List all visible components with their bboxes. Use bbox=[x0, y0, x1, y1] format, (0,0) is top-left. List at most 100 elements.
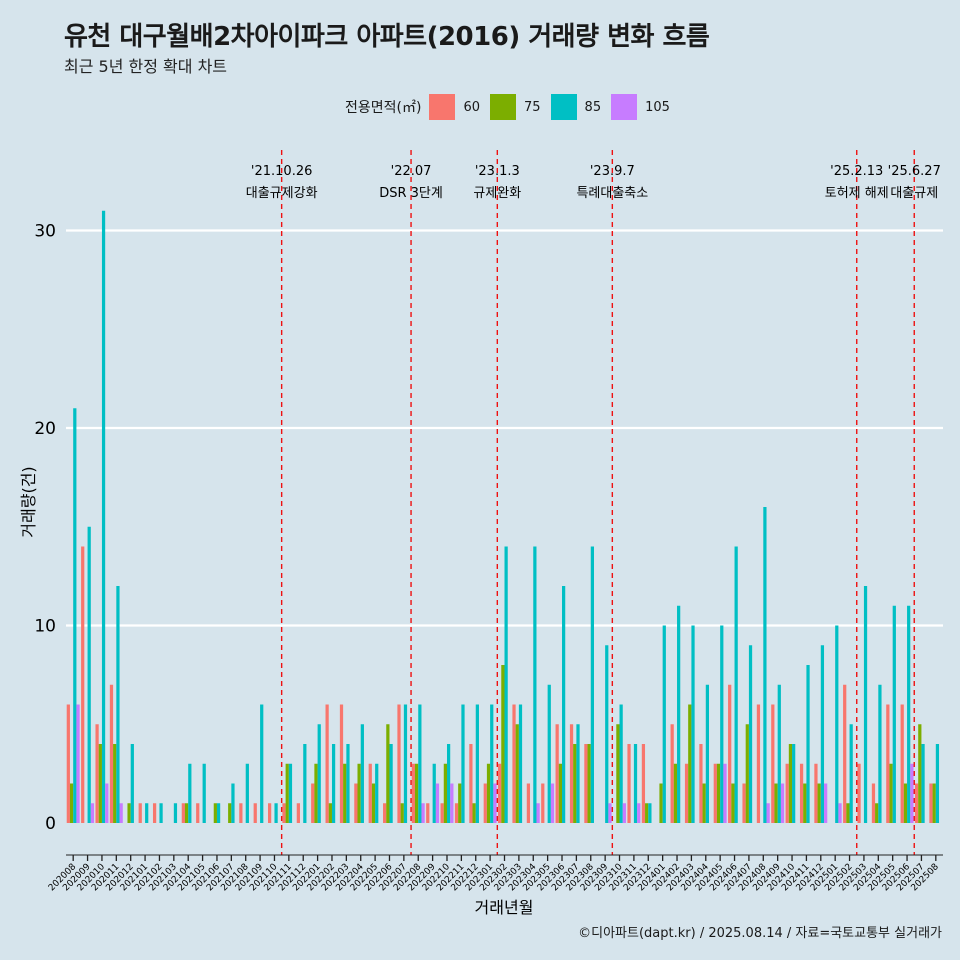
event-label-5: 대출규제 bbox=[890, 186, 938, 201]
legend-label-85: 85 bbox=[584, 99, 602, 115]
bar-75-202012 bbox=[127, 803, 131, 823]
event-date-4: '25.2.13 bbox=[830, 164, 883, 179]
bar-60-202311 bbox=[627, 744, 631, 823]
legend-swatch-105 bbox=[611, 94, 638, 120]
bar-75-202206 bbox=[386, 724, 390, 823]
bar-105-202008 bbox=[76, 704, 80, 823]
bar-60-202105 bbox=[196, 803, 200, 823]
bar-60-202112 bbox=[296, 803, 300, 823]
bar-85-202202 bbox=[331, 744, 336, 823]
bar-60-202202 bbox=[325, 704, 329, 823]
bar-75-202406 bbox=[731, 783, 735, 823]
bar-85-202502 bbox=[849, 724, 853, 823]
legend-label-105: 105 bbox=[645, 99, 670, 115]
bar-60-202312 bbox=[641, 744, 646, 823]
bar-75-202106 bbox=[213, 803, 217, 823]
bar-60-202407 bbox=[742, 783, 746, 823]
bar-85-202203 bbox=[346, 744, 350, 823]
bar-60-202102 bbox=[152, 803, 157, 823]
bar-85-202205 bbox=[375, 763, 379, 823]
bar-105-202208 bbox=[421, 803, 425, 823]
event-label-3: 특례대출축소 bbox=[576, 186, 648, 201]
bar-60-202201 bbox=[311, 783, 315, 823]
event-date-5: '25.6.27 bbox=[888, 164, 941, 179]
event-label-2: 규제완화 bbox=[473, 186, 521, 201]
bar-85-202407 bbox=[748, 645, 753, 823]
bar-85-202310 bbox=[619, 704, 623, 823]
bar-75-202207 bbox=[400, 803, 404, 823]
bar-60-202307 bbox=[569, 724, 574, 823]
event-date-1: '22.07 bbox=[391, 164, 432, 179]
bar-60-202108 bbox=[239, 803, 243, 823]
bar-85-202401 bbox=[662, 625, 666, 823]
bar-75-202010 bbox=[98, 744, 102, 823]
bar-75-202211 bbox=[458, 783, 462, 823]
bar-85-202307 bbox=[576, 724, 580, 823]
bar-85-202408 bbox=[763, 507, 767, 823]
legend-item-105: 105 bbox=[611, 94, 670, 120]
bar-85-202109 bbox=[260, 704, 264, 823]
bar-75-202412 bbox=[817, 783, 821, 823]
bar-75-202306 bbox=[558, 763, 563, 823]
event-label-0: 대출규제강화 bbox=[246, 186, 318, 201]
bar-75-202210 bbox=[443, 763, 447, 823]
bar-75-202508 bbox=[932, 783, 936, 823]
bar-85-202410 bbox=[792, 744, 796, 823]
bar-85-202312 bbox=[648, 803, 652, 823]
bar-60-202408 bbox=[756, 704, 761, 823]
bar-85-202212 bbox=[475, 704, 479, 823]
bar-60-202204 bbox=[354, 783, 358, 823]
bar-75-202312 bbox=[645, 803, 649, 823]
bar-85-202103 bbox=[173, 803, 178, 823]
bar-60-202008 bbox=[66, 704, 70, 823]
bar-85-202009 bbox=[87, 526, 91, 823]
bar-85-202210 bbox=[446, 744, 451, 823]
legend-swatch-60 bbox=[429, 94, 456, 120]
bar-60-202207 bbox=[397, 704, 401, 823]
bar-75-202506 bbox=[903, 783, 908, 823]
bar-105-202310 bbox=[622, 803, 626, 823]
bar-75-202203 bbox=[343, 763, 347, 823]
bar-105-202311 bbox=[637, 803, 641, 823]
bar-85-202209 bbox=[432, 763, 436, 823]
bar-105-202412 bbox=[824, 783, 828, 823]
bar-85-202302 bbox=[504, 546, 508, 823]
bar-60-202203 bbox=[339, 704, 344, 823]
bar-60-202211 bbox=[454, 803, 459, 823]
bar-85-202304 bbox=[533, 546, 537, 823]
bar-85-202106 bbox=[216, 803, 221, 823]
bar-60-202507 bbox=[914, 783, 919, 823]
bar-75-202205 bbox=[371, 783, 376, 823]
bar-105-202309 bbox=[608, 803, 612, 823]
bar-85-202110 bbox=[274, 803, 278, 823]
legend-title: 전용면적(㎡) bbox=[345, 100, 422, 116]
bar-85-202505 bbox=[892, 605, 896, 823]
bar-75-202404 bbox=[702, 783, 706, 823]
bar-85-202409 bbox=[777, 684, 781, 823]
bar-85-202311 bbox=[633, 744, 638, 823]
bar-85-202411 bbox=[806, 665, 810, 823]
legend-swatch-75 bbox=[490, 94, 516, 120]
bar-85-202501 bbox=[835, 625, 839, 823]
bar-60-202010 bbox=[95, 724, 99, 823]
bar-60-202301 bbox=[483, 783, 487, 823]
chart-title: 유천 대구월배2차아이파크 아파트(2016) 거래량 변화 흐름 bbox=[64, 22, 710, 52]
bar-85-202206 bbox=[389, 744, 393, 823]
bar-85-202305 bbox=[547, 684, 551, 823]
bar-75-202301 bbox=[486, 763, 491, 823]
bar-60-202502 bbox=[843, 684, 847, 823]
bar-60-202104 bbox=[181, 803, 185, 823]
bar-60-202505 bbox=[886, 704, 890, 823]
bar-60-202411 bbox=[799, 763, 804, 823]
bar-105-202408 bbox=[766, 803, 770, 823]
legend-item-60: 60 bbox=[429, 94, 480, 120]
chart-subtitle: 최근 5년 한정 확대 차트 bbox=[64, 57, 228, 76]
bar-60-202011 bbox=[109, 684, 114, 823]
bar-105-202405 bbox=[723, 763, 727, 823]
bar-75-202403 bbox=[688, 704, 692, 823]
bar-60-202409 bbox=[771, 704, 775, 823]
bar-60-202406 bbox=[728, 684, 732, 823]
y-tick-label-0: 0 bbox=[45, 814, 56, 834]
bar-85-202403 bbox=[691, 625, 695, 823]
bar-85-202405 bbox=[720, 625, 724, 823]
